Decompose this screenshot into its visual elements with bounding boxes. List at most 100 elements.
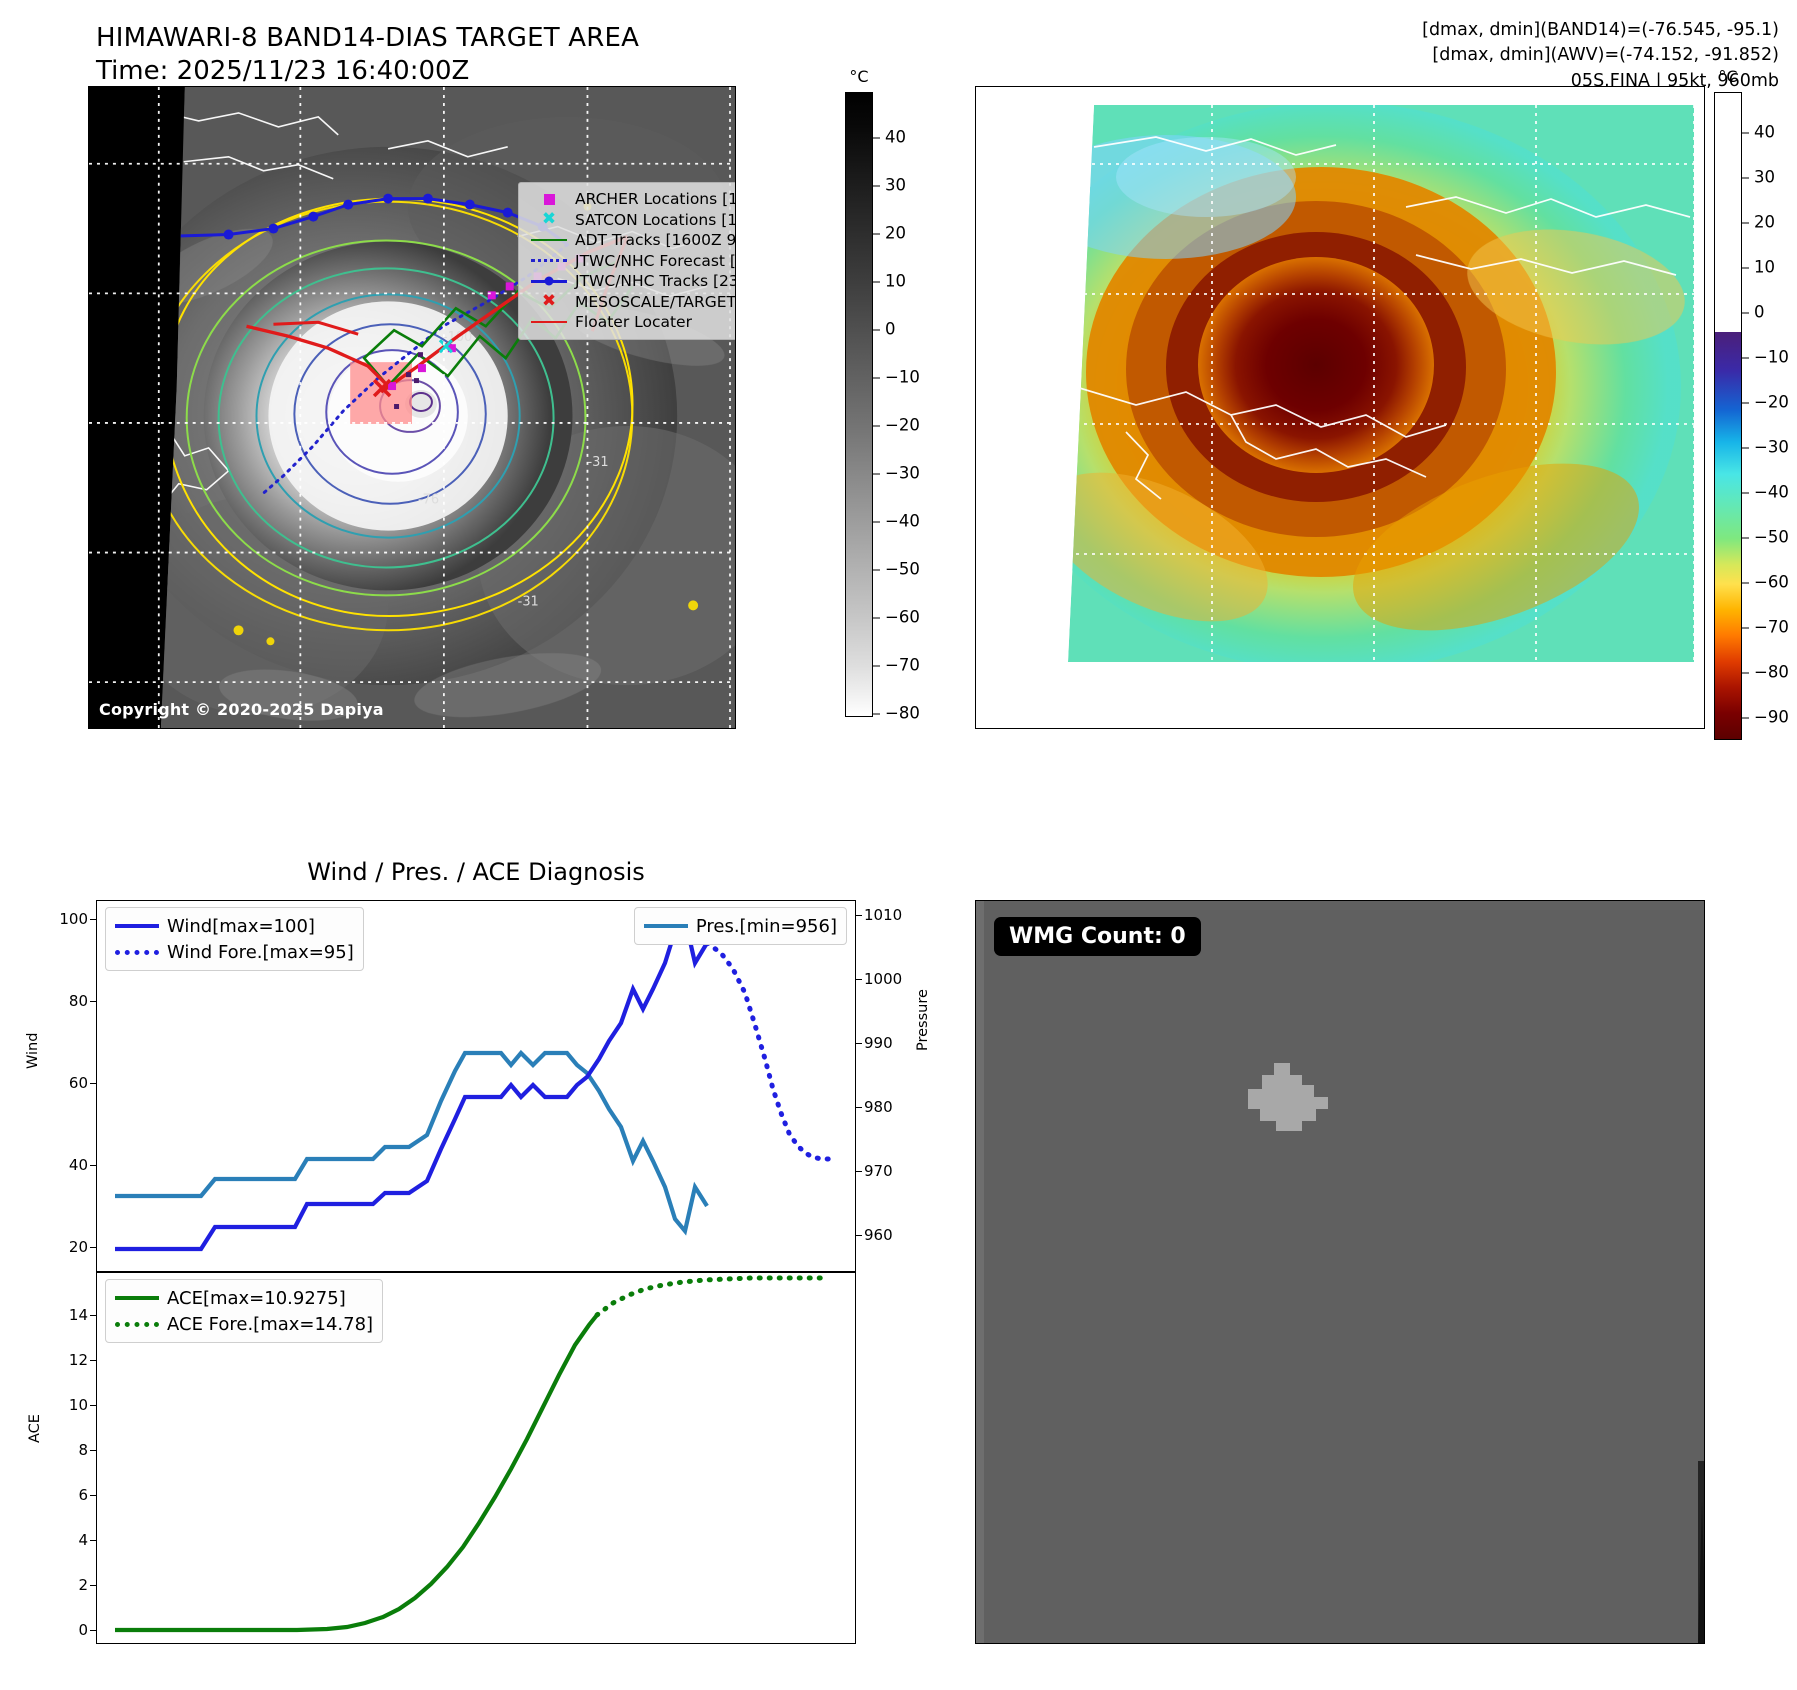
pressure-axis-label: Pressure (915, 989, 931, 1051)
cb-tick: −60 (1742, 573, 1789, 592)
cb-tick: 0 (873, 320, 896, 339)
legend-item-wind-forecast: Wind Fore.[max=95] (115, 939, 354, 965)
legend-item-jtwc-forecast: JTWC/NHC Forecast [23/1200Z] (527, 251, 735, 272)
legend-label: Pres.[min=956] (695, 915, 837, 937)
ace-ytick: 12 (68, 1351, 88, 1369)
wmg-count-badge: WMG Count: 0 (994, 917, 1201, 956)
cb-tick: 40 (1742, 123, 1775, 142)
awv-satellite-imagery (976, 87, 1704, 728)
ace-ytick: 8 (78, 1441, 88, 1459)
product-timestamp: Time: 2025/11/23 16:40:00Z (96, 55, 470, 86)
dotted-line-swatch-icon (115, 1321, 167, 1327)
ace-ytick: 4 (78, 1531, 88, 1549)
ace-legend[interactable]: ACE[max=10.9275] ACE Fore.[max=14.78] (105, 1279, 384, 1343)
legend-label: Floater Locater (575, 313, 692, 332)
cb-tick: 30 (1742, 168, 1775, 187)
x-marker-icon: ✖ (541, 209, 557, 230)
legend-label: JTWC/NHC Tracks [23/1200Z] (575, 272, 735, 291)
page-title: HIMAWARI-8 BAND14-DIAS TARGET AREA Time:… (96, 22, 996, 87)
legend-label: ARCHER Locations [1245Z] (575, 190, 735, 209)
ir-target-area-map[interactable]: -31 -76 -31 -100 (88, 86, 736, 729)
line-swatch-icon (527, 239, 571, 242)
colorbar-gradient (845, 92, 873, 717)
meta-band14-range: [dmax, dmin](BAND14)=(-76.545, -95.1) (1422, 20, 1779, 40)
diagnosis-chart-title: Wind / Pres. / ACE Diagnosis (307, 858, 645, 886)
cb-tick: −20 (1742, 393, 1789, 412)
line-swatch-icon (527, 321, 571, 324)
colorbar-units-label: °C (1718, 67, 1738, 86)
line-swatch-icon (115, 1296, 167, 1300)
dotted-line-swatch-icon (527, 259, 571, 263)
wmg-edge-marks (976, 901, 1704, 1643)
legend-label: Wind Fore.[max=95] (167, 941, 354, 963)
cb-tick: 20 (1742, 213, 1775, 232)
cb-tick: 10 (1742, 258, 1775, 277)
legend-item-ace-forecast: ACE Fore.[max=14.78] (115, 1311, 373, 1337)
legend-label: Wind[max=100] (167, 915, 315, 937)
cb-tick: −50 (873, 560, 920, 579)
ace-ytick: 14 (68, 1306, 88, 1324)
svg-text:-31: -31 (518, 594, 539, 609)
cb-tick: −70 (873, 656, 920, 675)
ace-axis-label: ACE (27, 1414, 43, 1443)
cb-tick: −30 (873, 464, 920, 483)
cb-tick: −60 (873, 608, 920, 627)
line-swatch-icon (115, 924, 167, 928)
cb-tick: −40 (1742, 483, 1789, 502)
wind-pressure-chart[interactable]: 100 80 60 40 20 Wind 1010 1000 990 980 9… (25, 900, 931, 1272)
cb-tick: −10 (1742, 348, 1789, 367)
svg-text:-76: -76 (418, 493, 439, 508)
meta-storm-id: 05S.FINA | 95kt, 960mb (1570, 70, 1779, 91)
cb-tick: −80 (1742, 663, 1789, 682)
legend-item-jtwc-tracks: JTWC/NHC Tracks [23/1200Z] (527, 271, 735, 292)
enhanced-ir-colorbar: °C 40 30 20 10 0 −10 −20 −30 −40 −50 −60… (1714, 67, 1789, 740)
pressure-ytick: 980 (864, 1098, 893, 1116)
cb-tick: 10 (873, 272, 906, 291)
cb-tick: 20 (873, 224, 906, 243)
cb-tick: −70 (1742, 618, 1789, 637)
colorbar-gradient (1714, 92, 1742, 740)
legend-item-ace: ACE[max=10.9275] (115, 1285, 373, 1311)
grayscale-colorbar: °C 40 30 20 10 0 −10 −20 −30 −40 −50 −60… (845, 67, 920, 723)
cb-tick: 30 (873, 176, 906, 195)
square-marker-icon (527, 193, 571, 205)
ace-ytick: 10 (68, 1396, 88, 1414)
wmg-blob-shape (1248, 1063, 1328, 1131)
metadata-block: [dmax, dmin](BAND14)=(-76.545, -95.1) [d… (1422, 18, 1779, 94)
cb-tick: 0 (1742, 303, 1765, 322)
wind-axis-label: Wind (25, 1032, 41, 1069)
product-title: HIMAWARI-8 BAND14-DIAS TARGET AREA (96, 23, 640, 53)
legend-item-adt-tracks: ADT Tracks [1600Z 90.0 965.7] (527, 230, 736, 251)
ace-chart[interactable]: 0 2 4 6 8 10 12 14 ACE ACE[max=10.9275] … (27, 1272, 856, 1644)
wind-legend[interactable]: Wind[max=100] Wind Fore.[max=95] (105, 907, 364, 971)
cb-tick: 40 (873, 128, 906, 147)
cb-tick: −20 (873, 416, 920, 435)
legend-item-satcon: ✖ SATCON Locations [1700Z 38 1000] (527, 209, 735, 231)
line-swatch-icon (643, 924, 696, 928)
wind-ytick: 40 (68, 1156, 88, 1174)
wmg-panel[interactable]: WMG Count: 0 (975, 900, 1705, 1644)
wind-ytick: 20 (68, 1238, 88, 1256)
svg-text:-31: -31 (587, 455, 608, 470)
legend-label: ACE[max=10.9275] (167, 1287, 346, 1309)
meta-awv-range: [dmax, dmin](AWV)=(-74.152, -91.852) (1432, 45, 1779, 66)
map-legend[interactable]: ARCHER Locations [1245Z] ✖ SATCON Locati… (518, 182, 736, 340)
legend-label: ADT Tracks [1600Z 90.0 965.7] (575, 231, 736, 250)
wind-ytick: 60 (68, 1074, 88, 1092)
ace-ytick: 6 (78, 1486, 88, 1504)
cb-tick: −10 (873, 368, 920, 387)
line-marker-swatch-icon (527, 279, 571, 283)
pressure-ytick: 960 (864, 1226, 893, 1244)
awv-enhanced-map[interactable]: 10°S 12°S 14°S 16°S 18°S 124°E 126°E 128… (975, 86, 1705, 729)
wind-ytick: 100 (59, 910, 88, 928)
cb-tick: −50 (1742, 528, 1789, 547)
legend-item-archer: ARCHER Locations [1245Z] (527, 189, 735, 210)
pressure-ytick: 970 (864, 1162, 893, 1180)
pressure-ytick: 1010 (864, 906, 903, 924)
pressure-legend[interactable]: Pres.[min=956] (633, 907, 847, 945)
mesoscale-target-marker (372, 378, 392, 398)
wind-ytick: 80 (68, 992, 88, 1010)
cb-tick: −30 (1742, 438, 1789, 457)
ace-ytick: 2 (78, 1576, 88, 1594)
legend-label: SATCON Locations [1700Z 38 1000] (575, 210, 735, 229)
